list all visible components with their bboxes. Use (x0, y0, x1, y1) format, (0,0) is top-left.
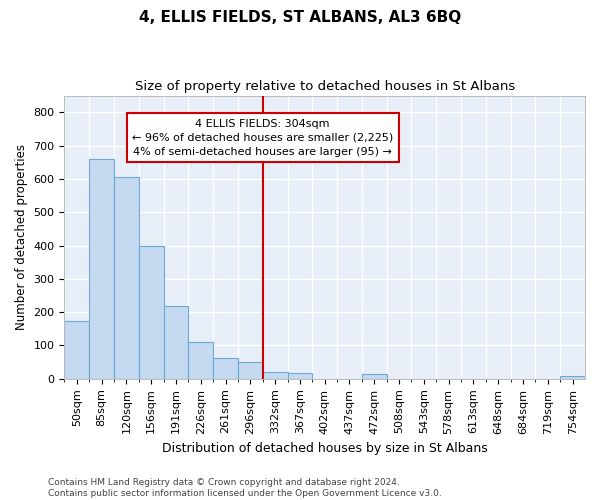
Text: Contains HM Land Registry data © Crown copyright and database right 2024.
Contai: Contains HM Land Registry data © Crown c… (48, 478, 442, 498)
Bar (213, 358, 238, 379)
Bar (139, 246, 164, 379)
Bar (64, 320, 89, 379)
Bar (238, 362, 263, 379)
Title: Size of property relative to detached houses in St Albans: Size of property relative to detached ho… (134, 80, 515, 93)
Bar (89, 159, 114, 379)
Bar (188, 342, 213, 379)
Bar (560, 376, 585, 379)
Y-axis label: Number of detached properties: Number of detached properties (15, 144, 28, 330)
X-axis label: Distribution of detached houses by size in St Albans: Distribution of detached houses by size … (162, 442, 488, 455)
Bar (164, 306, 188, 379)
Text: 4, ELLIS FIELDS, ST ALBANS, AL3 6BQ: 4, ELLIS FIELDS, ST ALBANS, AL3 6BQ (139, 10, 461, 25)
Bar (114, 177, 139, 379)
Bar (263, 372, 287, 379)
Bar (287, 373, 313, 379)
Bar (362, 374, 386, 379)
Text: 4 ELLIS FIELDS: 304sqm
← 96% of detached houses are smaller (2,225)
4% of semi-d: 4 ELLIS FIELDS: 304sqm ← 96% of detached… (132, 119, 394, 157)
